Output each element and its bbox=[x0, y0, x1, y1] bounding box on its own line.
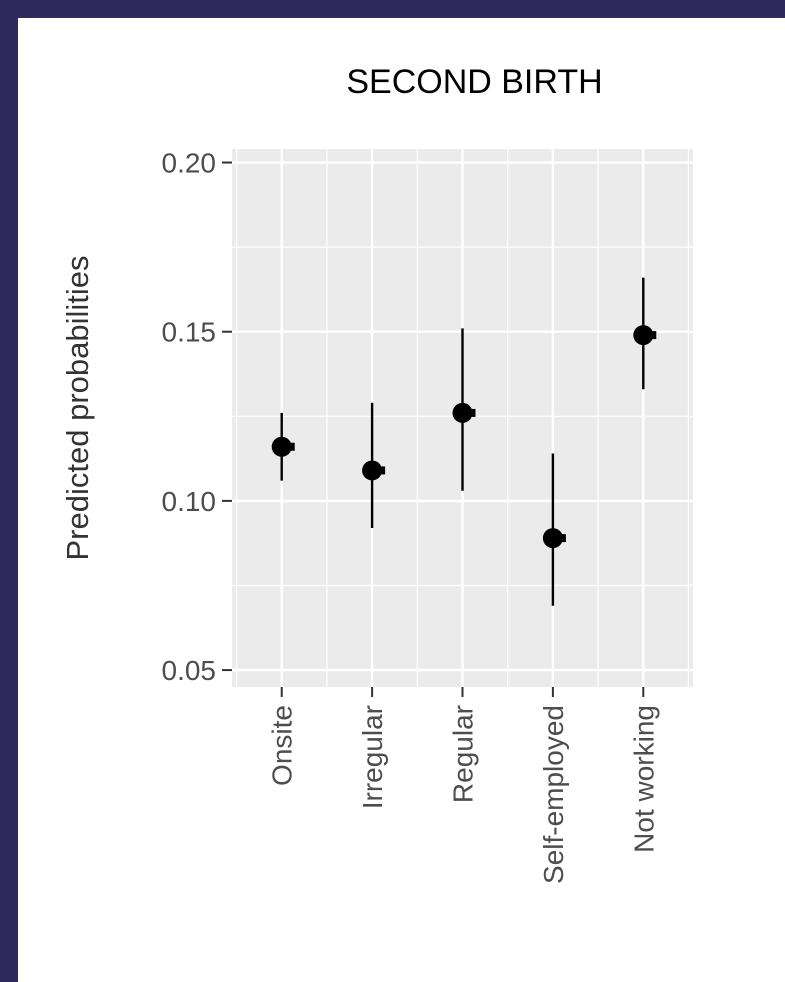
x-tick-label: Self-employed bbox=[538, 705, 569, 884]
data-point-marker bbox=[459, 408, 476, 417]
y-axis-title: Predicted probabilities bbox=[60, 255, 95, 560]
data-point-marker bbox=[278, 442, 295, 451]
x-tick-label: Not working bbox=[628, 705, 659, 853]
data-point-marker bbox=[640, 331, 657, 340]
data-point-marker bbox=[369, 466, 386, 475]
y-tick-label: 0.05 bbox=[162, 655, 217, 686]
y-tick-label: 0.20 bbox=[162, 148, 217, 179]
data-point-marker bbox=[549, 534, 566, 543]
axes: 0.05 0.10 0.15 0.20 Onsite Irregular Regular Se… bbox=[162, 148, 660, 884]
chart-panel: SECOND BIRTH Predicted probabilities 0.0… bbox=[18, 18, 785, 982]
chart: SECOND BIRTH Predicted probabilities 0.0… bbox=[60, 63, 693, 884]
x-tick-label: Irregular bbox=[357, 705, 388, 809]
chart-title: SECOND BIRTH bbox=[346, 63, 602, 101]
x-tick-label: Onsite bbox=[267, 705, 298, 786]
data-marks bbox=[271, 277, 657, 606]
y-tick-label: 0.15 bbox=[162, 317, 217, 348]
x-tick-label: Regular bbox=[448, 705, 479, 803]
y-tick-label: 0.10 bbox=[162, 486, 217, 517]
